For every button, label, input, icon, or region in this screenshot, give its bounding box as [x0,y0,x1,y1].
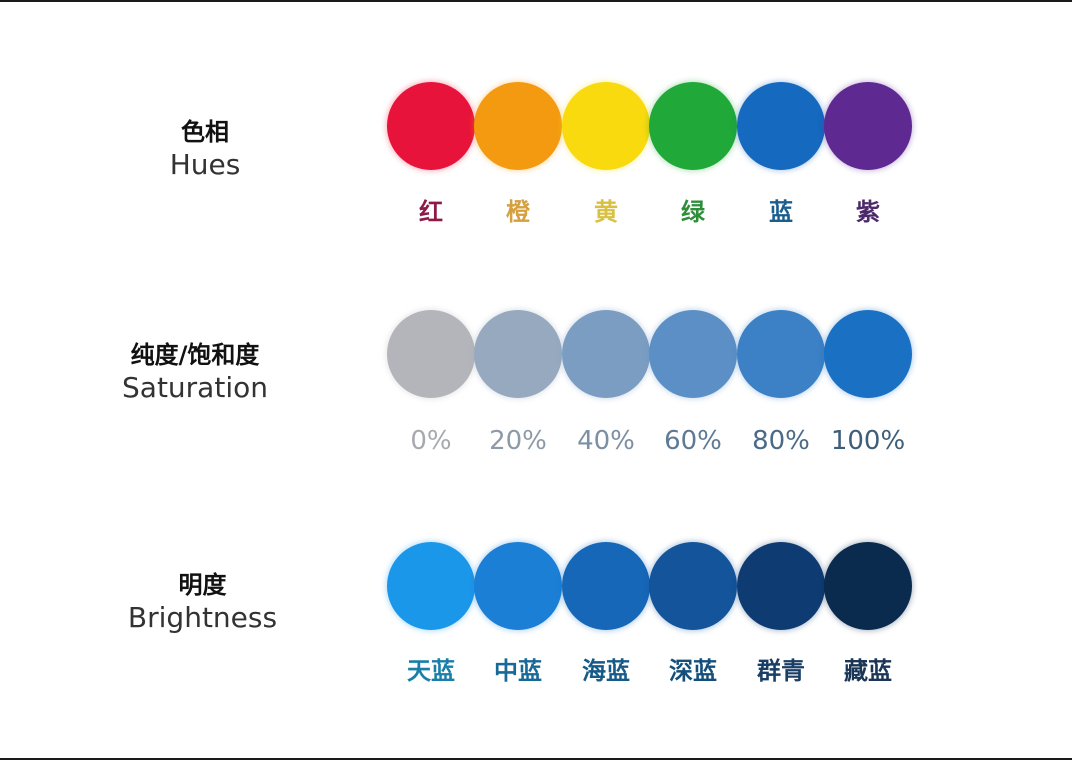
hue-caption-purple: 紫 [856,198,880,226]
brightness-section: 明度 Brightness 天蓝 中蓝 海蓝 深蓝 群青 藏蓝 [0,2,1072,722]
hue-caption-blue: 蓝 [769,198,793,226]
saturation-dot-80 [737,310,825,398]
saturation-caption-80: 80% [752,426,810,456]
brightness-title-cn: 明度 [178,571,227,599]
saturation-dot-0 [387,310,475,398]
saturation-caption-20: 20% [489,426,547,456]
brightness-dot-sea-blue [562,542,650,630]
saturation-dot-40 [562,310,650,398]
hue-caption-orange: 橙 [506,198,530,226]
saturation-caption-40: 40% [577,426,635,456]
saturation-dot-100 [824,310,912,398]
brightness-caption-ultramarine: 群青 [757,657,805,685]
hue-dot-purple [824,82,912,170]
hue-dot-orange [474,82,562,170]
hue-caption-red: 红 [419,198,443,226]
brightness-caption-sea-blue: 海蓝 [582,657,630,685]
hue-dot-green [649,82,737,170]
saturation-dot-60 [649,310,737,398]
hues-title-en: Hues [169,148,241,181]
brightness-dot-navy [824,542,912,630]
saturation-title-cn: 纯度/饱和度 [130,341,260,369]
hue-caption-green: 绿 [681,198,705,226]
hue-dot-yellow [562,82,650,170]
hues-label: 色相 Hues [130,117,280,183]
saturation-label: 纯度/饱和度 Saturation [105,340,285,406]
hues-section: 色相 Hues 红 橙 黄 绿 蓝 紫 [0,2,1072,252]
saturation-caption-0: 0% [410,426,452,456]
brightness-dot-sky-blue [387,542,475,630]
brightness-caption-deep-blue: 深蓝 [669,657,717,685]
saturation-caption-60: 60% [664,426,722,456]
hues-title-cn: 色相 [181,118,229,146]
brightness-label: 明度 Brightness [110,570,295,636]
hue-dot-blue [737,82,825,170]
brightness-dot-deep-blue [649,542,737,630]
brightness-caption-navy: 藏蓝 [844,657,892,685]
brightness-dot-ultramarine [737,542,825,630]
saturation-caption-100: 100% [830,426,906,456]
saturation-dot-20 [474,310,562,398]
hue-dot-red [387,82,475,170]
brightness-caption-sky-blue: 天蓝 [407,657,455,685]
brightness-title-en: Brightness [127,601,278,634]
saturation-title-en: Saturation [122,371,268,404]
saturation-section: 纯度/饱和度 Saturation 0% 20% 40% 60% 80% 100… [0,2,1072,482]
brightness-dot-medium-blue [474,542,562,630]
hue-caption-yellow: 黄 [594,198,618,226]
brightness-caption-medium-blue: 中蓝 [494,657,542,685]
